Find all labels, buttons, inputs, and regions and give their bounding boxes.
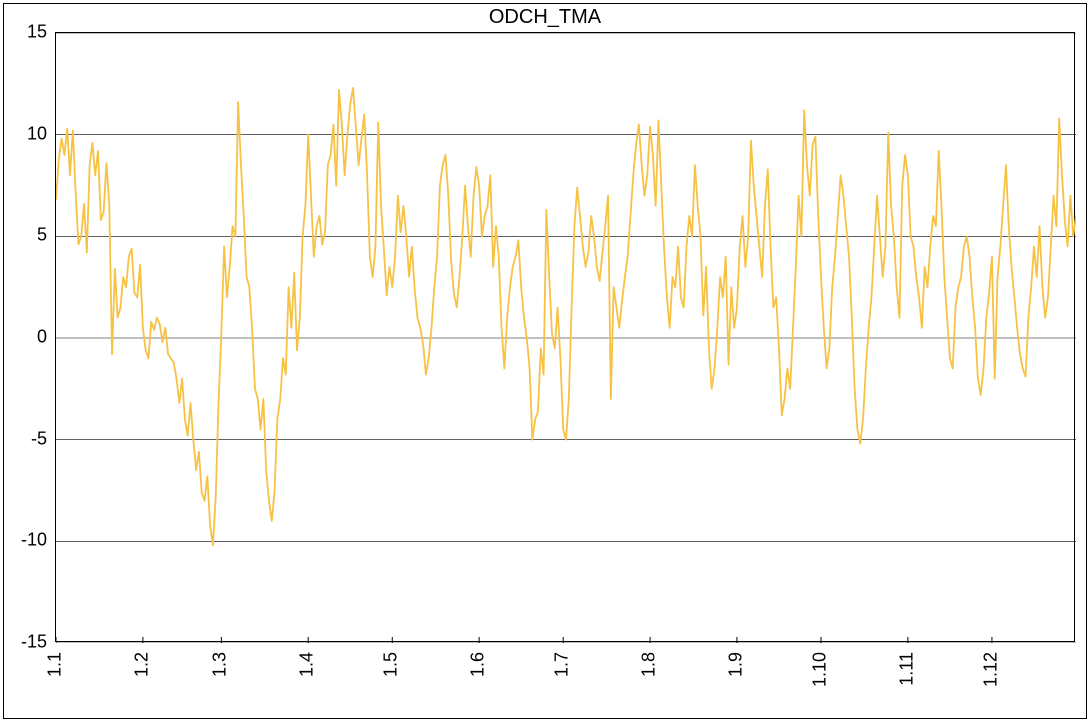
chart-title: ODCH_TMA [0,6,1090,29]
x-tick-label: 1.10 [810,652,831,687]
series-line [56,88,1076,546]
x-tick-label: 1.6 [468,652,489,677]
x-tick-label: 1.2 [131,652,152,677]
chart-container: ODCH_TMA -15 -10 -5 0 5 10 15 1.1 1.2 1.3 1.4 1.5 1… [0,0,1090,722]
x-tick-label: 1.5 [381,652,402,677]
x-tick-label: 1.4 [297,652,318,677]
y-tick-label: 0 [37,327,47,348]
y-tick-label: -5 [31,428,47,449]
x-tick-label: 1.7 [552,652,573,677]
y-tick-label: 10 [27,123,47,144]
plot-svg [56,33,1076,643]
x-tick-label: 1.1 [45,652,66,677]
x-tick-label: 1.3 [210,652,231,677]
y-tick-label: 15 [27,22,47,43]
x-tick-label: 1.8 [639,652,660,677]
x-tick-label: 1.12 [980,652,1001,687]
x-tick-label: 1.9 [725,652,746,677]
y-tick-label: -10 [21,530,47,551]
y-tick-label: 5 [37,225,47,246]
y-tick-label: -15 [21,632,47,653]
x-tick-label: 1.11 [896,652,917,686]
plot-area [55,32,1075,642]
